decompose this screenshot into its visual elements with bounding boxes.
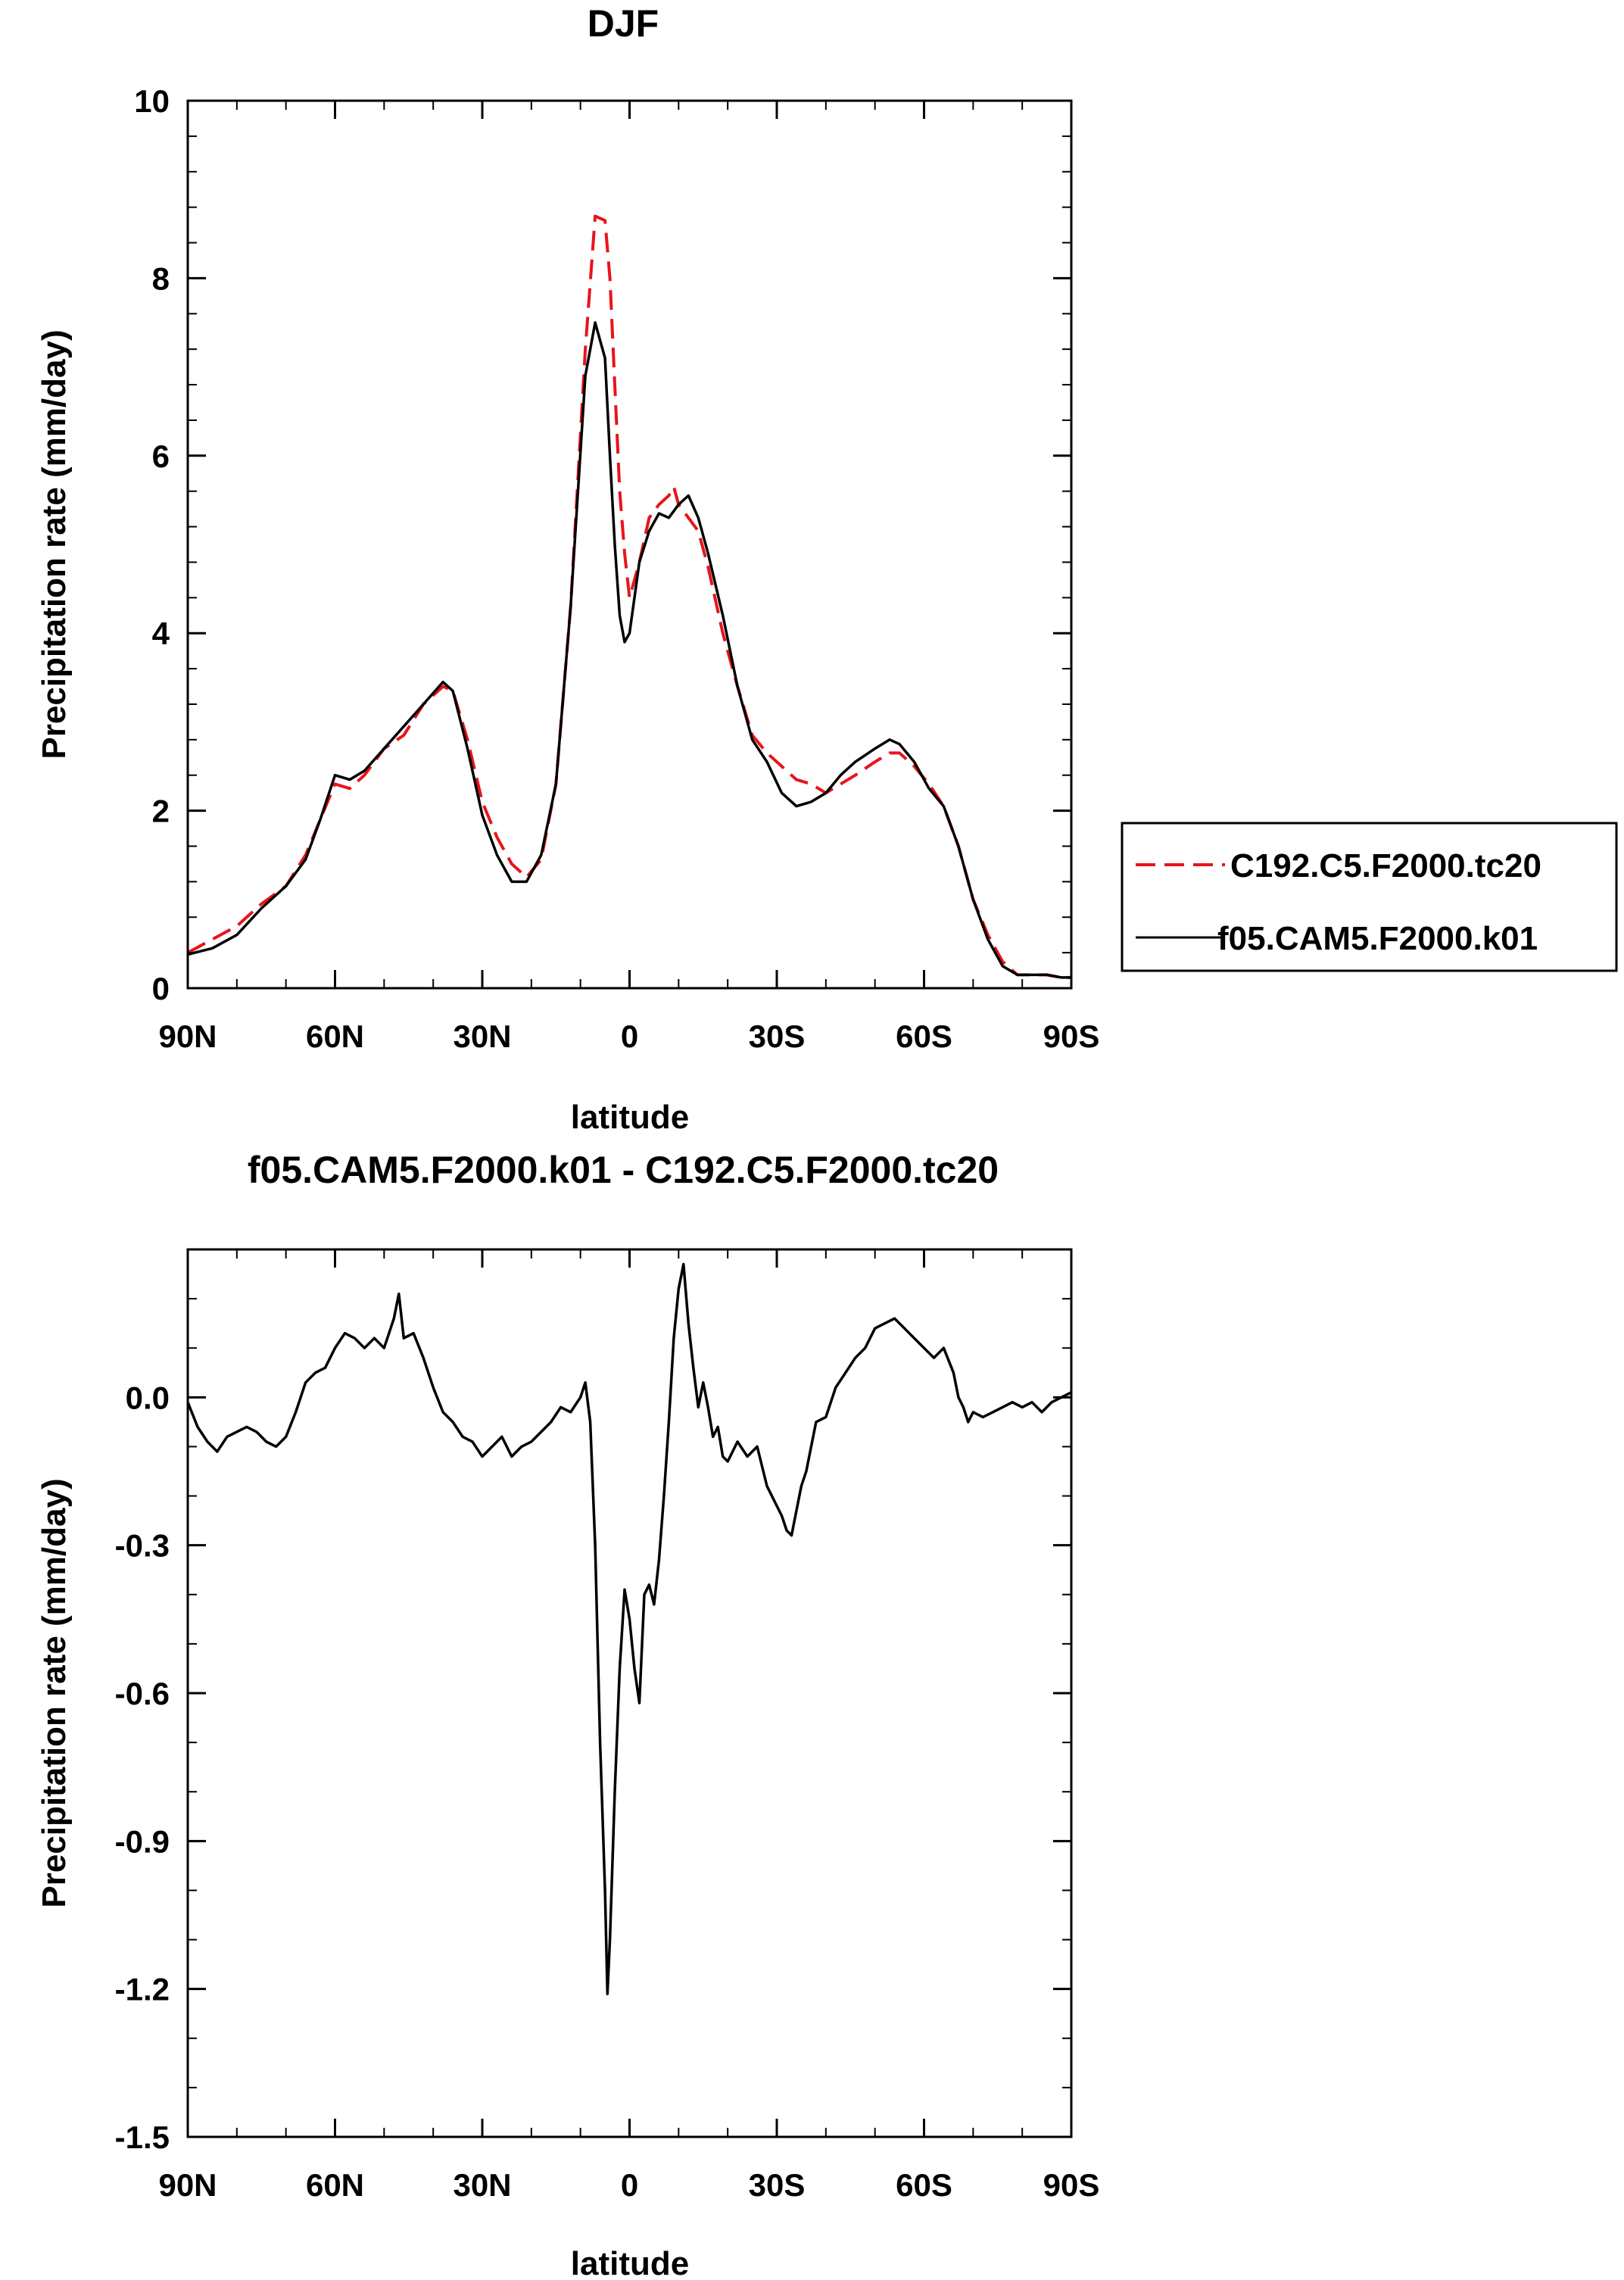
chart-top-x-tick-label: 30S <box>749 1018 806 1054</box>
chart-top-title: DJF <box>588 2 659 45</box>
legend: C192.C5.F2000.tc20 f05.CAM5.F2000.k01 <box>1121 822 1618 972</box>
chart-bottom-x-axis: 90N 60N 30N 0 30S 60S 90S <box>158 1249 1099 2203</box>
chart-top-y-axis: 0 2 4 6 8 10 <box>134 83 1071 1006</box>
chart-bottom-y-tick-label: -1.2 <box>115 1972 170 2007</box>
chart-bottom: f05.CAM5.F2000.k01 - C192.C5.F2000.tc20 … <box>36 1149 1099 2280</box>
chart-bottom-y-tick-label: -0.6 <box>115 1676 170 1711</box>
chart-top-x-tick-label: 90S <box>1043 1018 1100 1054</box>
chart-bottom-x-tick-label: 30N <box>453 2167 511 2203</box>
chart-bottom-x-label: latitude <box>571 2245 689 2280</box>
chart-bottom-series-line-1 <box>186 1262 1072 1995</box>
chart-bottom-y-tick-label: 0.0 <box>126 1380 170 1415</box>
chart-bottom-x-tick-label: 60S <box>896 2167 952 2203</box>
chart-top-x-tick-label: 60S <box>896 1018 952 1054</box>
chart-top-frame <box>186 99 1073 990</box>
chart-top-x-axis: 90N 60N 30N 0 30S 60S 90S <box>158 101 1099 1054</box>
chart-top-x-tick-label: 0 <box>621 1018 638 1054</box>
chart-bottom-y-tick-label: -0.3 <box>115 1528 170 1564</box>
chart-bottom-y-tick-label: -1.5 <box>115 2119 170 2155</box>
chart-top-x-label: latitude <box>571 1099 689 1136</box>
chart-top-series-line-1 <box>187 214 1071 979</box>
chart-top-y-tick-label: 4 <box>152 616 170 651</box>
chart-top-series-line-2 <box>187 321 1071 979</box>
chart-bottom-x-tick-label: 60N <box>306 2167 364 2203</box>
chart-top-y-tick-label: 10 <box>134 83 170 119</box>
chart-top: DJF 90N 60N 30N 0 30S 60S 90S 0 2 4 6 8 10 latitude… <box>36 2 1618 1136</box>
legend-label-series-1: C192.C5.F2000.tc20 <box>1230 847 1541 884</box>
legend-label-series-2: f05.CAM5.F2000.k01 <box>1217 920 1538 957</box>
chart-bottom-title: f05.CAM5.F2000.k01 - C192.C5.F2000.tc20 <box>248 1149 999 1191</box>
chart-top-x-tick-label: 30N <box>453 1018 511 1054</box>
chart-top-x-tick-label: 90N <box>158 1018 217 1054</box>
chart-bottom-x-tick-label: 0 <box>621 2167 638 2203</box>
chart-top-x-tick-label: 60N <box>306 1018 364 1054</box>
chart-top-y-tick-label: 8 <box>152 260 170 296</box>
chart-bottom-frame <box>186 1248 1073 2138</box>
chart-top-y-label: Precipitation rate (mm/day) <box>36 329 73 759</box>
chart-top-y-tick-label: 0 <box>152 971 170 1006</box>
chart-bottom-x-tick-label: 90N <box>158 2167 217 2203</box>
legend-box <box>1121 822 1618 972</box>
chart-top-y-tick-label: 6 <box>152 438 170 474</box>
chart-bottom-y-tick-label: -0.9 <box>115 1823 170 1859</box>
chart-bottom-y-axis: 0.0 -0.3 -0.6 -0.9 -1.2 -1.5 <box>115 1249 1071 2155</box>
chart-top-y-tick-label: 2 <box>152 794 170 829</box>
chart-bottom-x-tick-label: 30S <box>749 2167 806 2203</box>
chart-bottom-y-label: Precipitation rate (mm/day) <box>36 1478 73 1907</box>
chart-bottom-x-tick-label: 90S <box>1043 2167 1100 2203</box>
